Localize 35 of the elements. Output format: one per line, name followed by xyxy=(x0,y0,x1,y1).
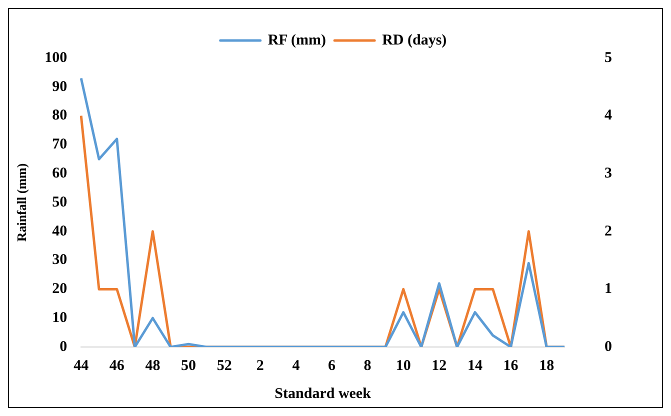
x-tick-label: 48 xyxy=(145,358,160,374)
x-tick-label: 10 xyxy=(396,358,411,374)
legend-label: RD (days) xyxy=(382,32,447,48)
y-tick-label: 70 xyxy=(52,136,68,153)
x-tick-label: 18 xyxy=(539,358,554,374)
y-tick-label: 100 xyxy=(44,50,68,66)
x-tick-label: 8 xyxy=(364,358,372,374)
x-tick-label: 46 xyxy=(109,358,125,374)
y2-tick-label: 3 xyxy=(604,165,612,182)
x-tick-label: 4 xyxy=(292,358,300,374)
x-axis-title: Standard week xyxy=(274,386,372,402)
y2-tick-label: 4 xyxy=(604,108,612,124)
x-tick-label: 2 xyxy=(256,358,264,374)
y-tick-label: 0 xyxy=(60,338,68,355)
y2-tick-label: 1 xyxy=(604,281,612,298)
y-tick-label: 90 xyxy=(52,78,68,95)
y2-tick-label: 5 xyxy=(604,50,612,66)
y-tick-label: 20 xyxy=(52,281,68,298)
y-tick-label: 30 xyxy=(52,252,68,268)
y-axis-title: Rainfall (mm) xyxy=(14,163,30,242)
x-tick-label: 12 xyxy=(432,358,447,374)
y-tick-label: 50 xyxy=(52,194,68,210)
y-tick-label: 10 xyxy=(52,310,68,326)
y-tick-label: 80 xyxy=(52,108,68,124)
x-tick-label: 50 xyxy=(181,358,196,374)
y2-tick-label: 2 xyxy=(604,223,612,240)
y2-tick-label: 0 xyxy=(604,338,612,355)
legend-label: RF (mm) xyxy=(268,32,326,48)
x-tick-label: 52 xyxy=(216,358,232,374)
y-tick-label: 60 xyxy=(52,165,68,182)
x-tick-label: 16 xyxy=(503,358,519,374)
y-tick-label: 40 xyxy=(52,223,68,240)
x-tick-label: 44 xyxy=(74,358,90,374)
x-tick-label: 14 xyxy=(467,358,483,374)
x-tick-label: 6 xyxy=(328,358,336,374)
